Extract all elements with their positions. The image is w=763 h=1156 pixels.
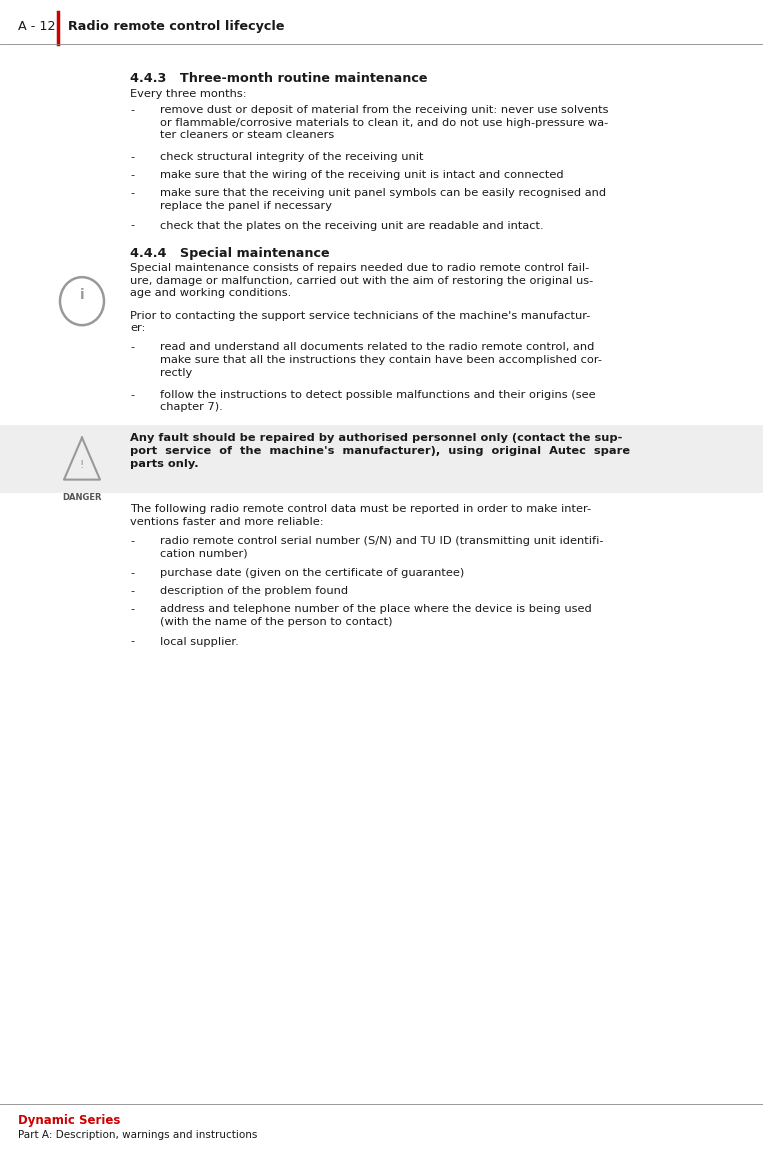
Text: The following radio remote control data must be reported in order to make inter-: The following radio remote control data … xyxy=(130,504,591,527)
Text: DANGER: DANGER xyxy=(63,492,101,502)
Text: remove dust or deposit of material from the receiving unit: never use solvents
o: remove dust or deposit of material from … xyxy=(160,105,609,140)
Text: make sure that the wiring of the receiving unit is intact and connected: make sure that the wiring of the receivi… xyxy=(160,170,564,180)
Text: 4.4.3   Three-month routine maintenance: 4.4.3 Three-month routine maintenance xyxy=(130,72,427,86)
Text: address and telephone number of the place where the device is being used
(with t: address and telephone number of the plac… xyxy=(160,603,592,627)
Text: -: - xyxy=(130,188,134,198)
Text: Radio remote control lifecycle: Radio remote control lifecycle xyxy=(68,20,285,34)
Text: Part A: Description, warnings and instructions: Part A: Description, warnings and instru… xyxy=(18,1131,257,1140)
Text: -: - xyxy=(130,586,134,596)
Text: 4.4.4   Special maintenance: 4.4.4 Special maintenance xyxy=(130,247,330,260)
Text: purchase date (given on the certificate of guarantee): purchase date (given on the certificate … xyxy=(160,569,464,578)
Text: Every three months:: Every three months: xyxy=(130,89,246,98)
Text: -: - xyxy=(130,536,134,546)
Text: -: - xyxy=(130,221,134,230)
Text: -: - xyxy=(130,153,134,163)
Text: check that the plates on the receiving unit are readable and intact.: check that the plates on the receiving u… xyxy=(160,221,543,230)
Text: Prior to contacting the support service technicians of the machine's manufactur-: Prior to contacting the support service … xyxy=(130,311,591,333)
Text: -: - xyxy=(130,390,134,400)
Text: make sure that the receiving unit panel symbols can be easily recognised and
rep: make sure that the receiving unit panel … xyxy=(160,188,606,210)
Text: local supplier.: local supplier. xyxy=(160,637,239,646)
Text: Special maintenance consists of repairs needed due to radio remote control fail-: Special maintenance consists of repairs … xyxy=(130,264,594,298)
Text: -: - xyxy=(130,342,134,353)
Text: check structural integrity of the receiving unit: check structural integrity of the receiv… xyxy=(160,153,423,163)
Text: follow the instructions to detect possible malfunctions and their origins (see
c: follow the instructions to detect possib… xyxy=(160,390,596,413)
Bar xyxy=(0,424,763,492)
Text: -: - xyxy=(130,569,134,578)
Text: radio remote control serial number (S/N) and TU ID (transmitting unit identifi-
: radio remote control serial number (S/N)… xyxy=(160,536,604,558)
Text: Any fault should be repaired by authorised personnel only (contact the sup-
port: Any fault should be repaired by authoris… xyxy=(130,432,630,469)
Text: Dynamic Series: Dynamic Series xyxy=(18,1114,121,1127)
Text: -: - xyxy=(130,637,134,646)
Text: read and understand all documents related to the radio remote control, and
make : read and understand all documents relate… xyxy=(160,342,602,378)
Text: i: i xyxy=(79,288,85,302)
Text: -: - xyxy=(130,170,134,180)
Text: -: - xyxy=(130,105,134,116)
Text: A - 12: A - 12 xyxy=(18,20,56,34)
Text: -: - xyxy=(130,603,134,614)
Text: !: ! xyxy=(80,460,84,469)
Text: description of the problem found: description of the problem found xyxy=(160,586,348,596)
